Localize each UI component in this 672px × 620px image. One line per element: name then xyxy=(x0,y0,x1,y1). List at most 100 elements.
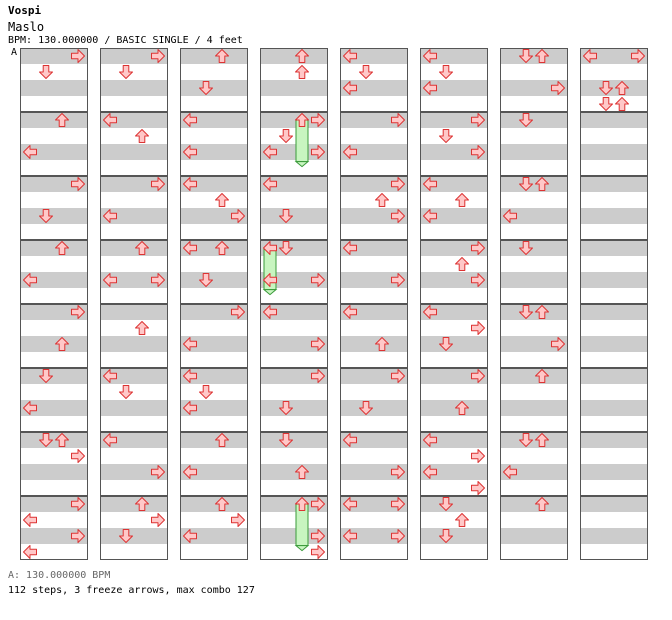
beat-band xyxy=(580,528,648,544)
step-arrow-left xyxy=(343,145,357,159)
beat-band xyxy=(580,48,648,64)
beat-band xyxy=(580,176,648,192)
beat-band xyxy=(580,80,648,96)
step-arrow-right xyxy=(231,209,245,223)
step-arrow-up xyxy=(215,241,229,255)
step-arrow-right xyxy=(71,49,85,63)
step-arrow-left xyxy=(423,465,437,479)
step-arrow-down xyxy=(519,49,533,63)
beat-band xyxy=(100,112,168,128)
step-arrow-up xyxy=(295,49,309,63)
step-arrow-right xyxy=(471,321,485,335)
beat-band xyxy=(20,464,88,480)
step-arrow-right xyxy=(231,305,245,319)
step-arrow-up xyxy=(535,433,549,447)
step-arrow-right xyxy=(391,465,405,479)
beat-band xyxy=(100,208,168,224)
step-arrow-right xyxy=(391,273,405,287)
chart-summary: 112 steps, 3 freeze arrows, max combo 12… xyxy=(8,585,255,596)
step-arrow-left xyxy=(583,49,597,63)
beat-band xyxy=(340,528,408,544)
measure-border xyxy=(340,176,408,240)
beat-band xyxy=(180,208,248,224)
step-arrow-up xyxy=(215,49,229,63)
step-arrow-right xyxy=(391,497,405,511)
measure-border xyxy=(20,176,88,240)
beat-band xyxy=(420,528,488,544)
beat-band xyxy=(260,112,328,128)
step-arrow-left xyxy=(423,177,437,191)
measure-border xyxy=(500,432,568,496)
beat-band xyxy=(180,464,248,480)
beat-band xyxy=(20,496,88,512)
step-arrow-up xyxy=(615,81,629,95)
beat-band xyxy=(580,112,648,128)
step-arrow-up xyxy=(55,433,69,447)
step-arrow-left xyxy=(423,209,437,223)
measure-border xyxy=(20,496,88,560)
step-arrow-up xyxy=(535,49,549,63)
beat-band xyxy=(420,432,488,448)
step-arrow-right xyxy=(391,113,405,127)
freeze-head-left xyxy=(263,241,277,255)
step-arrow-up xyxy=(135,129,149,143)
step-arrow-up xyxy=(55,113,69,127)
step-arrow-left xyxy=(343,241,357,255)
step-arrow-right xyxy=(311,545,325,559)
beat-band xyxy=(260,208,328,224)
measure-border xyxy=(340,432,408,496)
beat-band xyxy=(340,400,408,416)
step-arrow-right xyxy=(631,49,645,63)
step-arrow-down xyxy=(439,497,453,511)
step-arrow-right xyxy=(71,449,85,463)
measure-border xyxy=(100,304,168,368)
step-arrow-down xyxy=(39,209,53,223)
beat-band xyxy=(100,176,168,192)
step-arrow-up xyxy=(135,497,149,511)
step-arrow-up xyxy=(455,193,469,207)
step-arrow-down xyxy=(599,97,613,111)
beat-band xyxy=(20,304,88,320)
step-arrow-right xyxy=(471,481,485,495)
beat-band xyxy=(100,336,168,352)
beat-band xyxy=(260,272,328,288)
beat-band xyxy=(260,496,328,512)
step-arrow-left xyxy=(343,305,357,319)
measure-border xyxy=(260,176,328,240)
step-arrow-right xyxy=(71,177,85,191)
measure-border xyxy=(20,48,88,112)
step-arrow-up xyxy=(455,513,469,527)
beat-band xyxy=(100,432,168,448)
beat-band xyxy=(100,496,168,512)
beat-band xyxy=(420,368,488,384)
beat-band xyxy=(580,464,648,480)
step-arrow-left xyxy=(263,145,277,159)
beat-band xyxy=(420,400,488,416)
beat-band xyxy=(260,304,328,320)
step-arrow-down xyxy=(439,65,453,79)
beat-band xyxy=(180,304,248,320)
beat-band xyxy=(180,272,248,288)
step-arrow-down xyxy=(119,385,133,399)
measure-border xyxy=(340,304,408,368)
beat-band xyxy=(500,48,568,64)
bpm-marker-label: A xyxy=(11,47,18,58)
measure-border xyxy=(20,240,88,304)
step-arrow-right xyxy=(151,177,165,191)
step-arrow-left xyxy=(23,545,37,559)
step-arrow-right xyxy=(471,241,485,255)
beat-band xyxy=(180,176,248,192)
beat-band xyxy=(260,144,328,160)
beat-band xyxy=(20,368,88,384)
step-arrow-left xyxy=(103,113,117,127)
step-arrow-left xyxy=(23,401,37,415)
beat-band xyxy=(260,432,328,448)
measure-border xyxy=(20,304,88,368)
step-arrow-right xyxy=(151,513,165,527)
step-arrow-up xyxy=(375,337,389,351)
measure-border xyxy=(340,496,408,560)
measure-border xyxy=(500,240,568,304)
step-arrow-down xyxy=(519,113,533,127)
beat-band xyxy=(20,112,88,128)
beat-band xyxy=(100,144,168,160)
